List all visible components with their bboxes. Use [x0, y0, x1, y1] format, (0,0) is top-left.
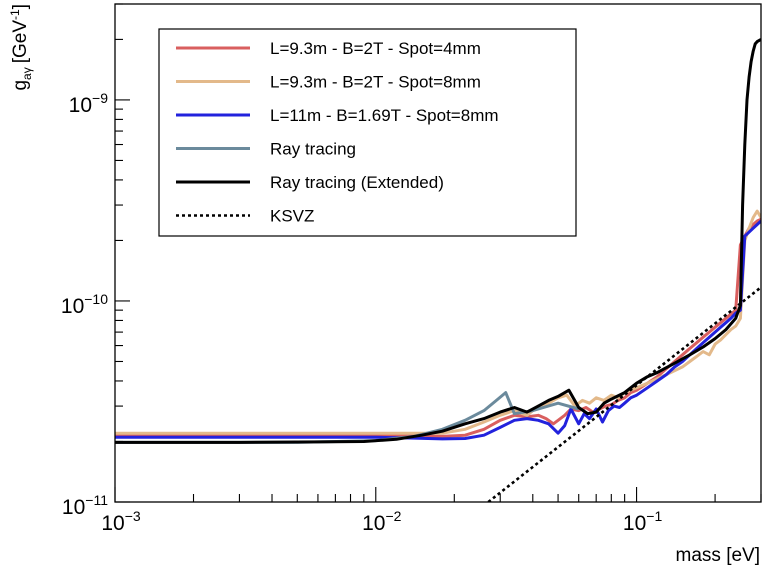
y-axis-title-unit-close: ]	[10, 4, 31, 9]
x-tick-label: 10−3	[101, 508, 141, 535]
series-layer	[115, 38, 761, 502]
legend-label-4: Ray tracing	[270, 140, 356, 159]
y-tick-label: 10−10	[61, 291, 108, 318]
y-axis-title-base: g	[10, 80, 31, 91]
legend-box	[158, 28, 577, 237]
series-line-5	[115, 38, 761, 444]
series-line-3	[115, 219, 761, 441]
series-line-6	[487, 286, 761, 502]
x-axis-title: mass [eV]	[676, 545, 760, 566]
plot-frame	[114, 3, 762, 503]
tick-layer: 10−3 10−2 10−1 10−11 10−10 10−9	[61, 3, 762, 535]
x-tick-label: 10−2	[362, 508, 402, 535]
y-axis-title: gaγ [GeV-1]	[8, 4, 34, 91]
legend-label-5: Ray tracing (Extended)	[270, 173, 444, 192]
y-axis-title-unit-sup: -1	[8, 9, 22, 20]
x-tick-label: 10−1	[623, 508, 663, 535]
legend-label-3: L=11m - B=1.69T - Spot=8mm	[270, 106, 499, 125]
y-axis-title-unit: [GeV	[10, 20, 31, 64]
legend: L=9.3m - B=2T - Spot=4mm L=9.3m - B=2T - …	[158, 28, 577, 237]
legend-label-2: L=9.3m - B=2T - Spot=8mm	[270, 73, 481, 92]
y-axis-title-sub: aγ	[20, 67, 34, 80]
legend-label-1: L=9.3m - B=2T - Spot=4mm	[270, 39, 481, 58]
y-tick-label: 10−9	[69, 90, 109, 117]
y-tick-label: 10−11	[62, 492, 108, 519]
legend-label-6: KSVZ	[270, 207, 314, 226]
